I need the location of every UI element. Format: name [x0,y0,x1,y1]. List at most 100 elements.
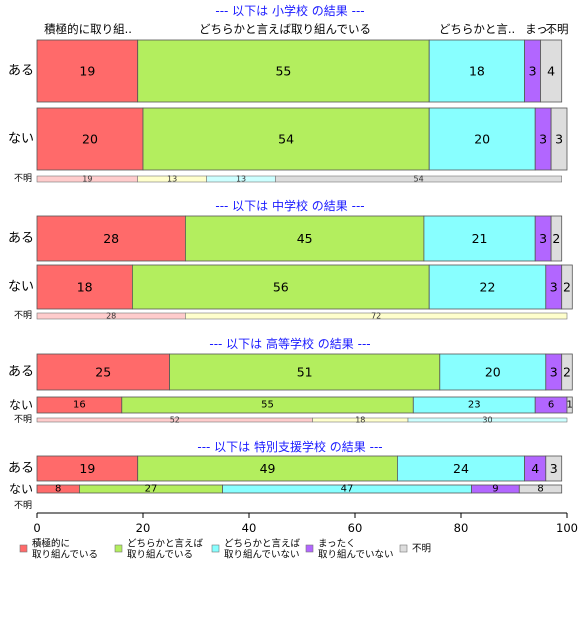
bar-segment [566,396,573,414]
segment-label: 16 [73,400,86,411]
segment-label: 2 [552,231,560,246]
x-tick-label: 0 [33,521,40,535]
segment-label: 1 [566,400,572,411]
unknown-segment-label: 19 [82,175,92,184]
category-header: 積極的に取り組.. [44,22,132,36]
bar-segment [142,107,430,171]
x-tick-label: 100 [556,521,578,535]
unknown-label: 不明 [14,500,32,511]
segment-label: 3 [539,231,547,246]
x-tick-label: 20 [136,521,151,535]
bar-segment [36,107,144,171]
segment-label: 54 [278,132,294,147]
legend-label: どちらかと言えば [224,538,301,550]
unknown-label: 不明 [14,173,32,184]
category-header: 不明 [546,22,569,36]
segment-label: 6 [548,400,554,411]
bar-segment [561,353,573,391]
legend-swatch [211,544,220,553]
segment-label: 55 [275,64,291,79]
bar-segment [518,484,563,494]
bar-segment [439,353,547,391]
group-title: --- 以下は 高等学校 の結果 --- [209,336,370,351]
segment-label: 28 [103,231,119,246]
legend-label: 積極的に [32,538,70,550]
segment-label: 21 [472,231,488,246]
bar-label: ない [8,132,34,147]
bar-label: ない [9,398,33,412]
legend-label: 不明 [412,544,431,555]
group-title: --- 以下は 小学校 の結果 --- [215,3,364,18]
unknown-segment-label: 18 [355,416,365,425]
group-title: --- 以下は 特別支援学校 の結果 --- [197,439,382,454]
bar-label: ない [9,482,33,496]
bar-segment [36,353,170,391]
segment-label: 27 [145,484,158,495]
bar-segment [540,39,563,103]
legend-label: 取り組んでいない [318,549,394,561]
segment-label: 3 [550,461,558,476]
segment-label: 3 [550,365,558,380]
segment-label: 47 [341,484,354,495]
segment-label: 19 [79,461,95,476]
legend-swatch [114,544,123,553]
segment-label: 51 [297,365,313,380]
unknown-segment [275,175,563,183]
x-tick-label: 40 [242,521,257,535]
segment-label: 4 [547,64,555,79]
segment-label: 20 [82,132,98,147]
bar-segment [423,215,536,262]
segment-label: 18 [77,280,93,295]
segment-label: 18 [469,64,485,79]
unknown-segment-label: 30 [482,416,492,425]
unknown-segment [407,417,568,423]
bar-segment [428,264,547,310]
bar-segment [36,264,133,310]
bar-segment [545,455,563,482]
segment-label: 9 [492,484,498,495]
unknown-segment [185,312,568,320]
legend-label: 取り組んでいる [127,549,193,561]
category-header: どちらかと言えば取り組んでいる [199,22,371,36]
bar-segment [428,107,536,171]
segment-label: 49 [260,461,276,476]
bar-segment [36,455,139,482]
segment-label: 8 [537,484,543,495]
unknown-label: 不明 [14,414,32,425]
segment-label: 45 [297,231,313,246]
segment-label: 23 [468,400,481,411]
category-header: まっ.. [525,22,555,36]
segment-label: 8 [55,484,61,495]
bar-label: ある [8,231,34,246]
segment-label: 22 [480,280,496,295]
segment-label: 24 [453,461,469,476]
bar-segment [131,264,430,310]
unknown-segment-label: 28 [106,312,116,321]
unknown-segment-label: 13 [236,175,246,184]
segment-label: 4 [531,461,539,476]
segment-label: 2 [563,280,571,295]
bar-segment [561,264,573,310]
bar-segment [169,353,441,391]
unknown-segment-label: 72 [371,312,381,321]
bar-segment [184,215,425,262]
bar-label: ある [8,365,34,380]
unknown-segment-label: 54 [414,175,424,184]
segment-label: 3 [529,64,537,79]
legend-label: 取り組んでいる [32,549,98,561]
bar-segment [36,215,186,262]
unknown-segment-label: 13 [167,175,177,184]
bar-label: ある [8,64,34,79]
legend-label: どちらかと言えば [127,538,204,550]
bar-segment [396,455,525,482]
x-tick-label: 60 [348,521,363,535]
legend-label: まったく [318,539,356,550]
legend-swatch [19,544,28,553]
segment-label: 20 [485,365,501,380]
legend-swatch [305,544,314,553]
segment-label: 2 [563,365,571,380]
segment-label: 55 [261,400,274,411]
x-tick-label: 80 [454,521,469,535]
bar-label: ない [8,280,34,295]
